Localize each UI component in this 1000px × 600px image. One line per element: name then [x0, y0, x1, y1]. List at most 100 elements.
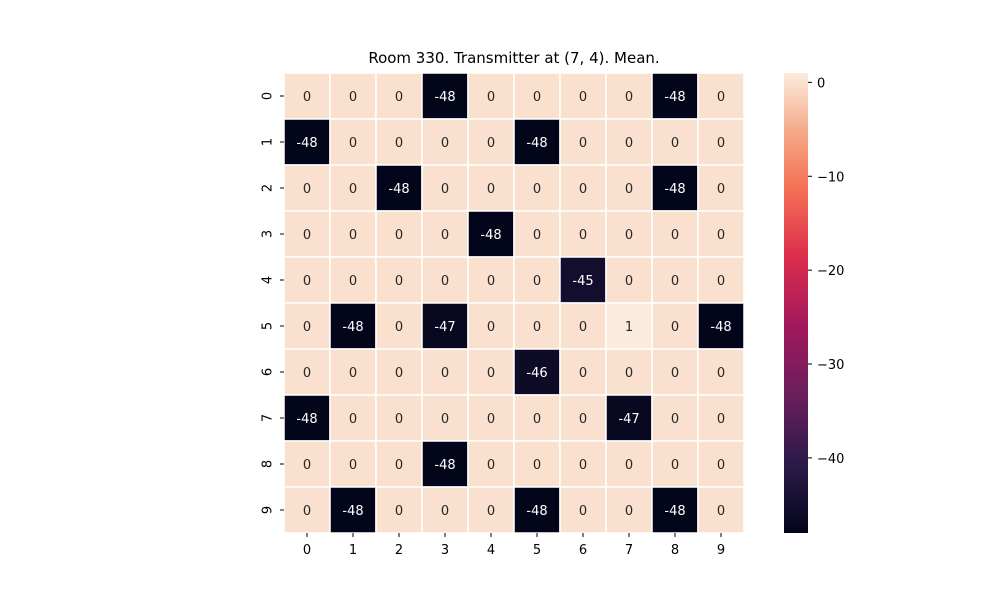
heatmap-cell — [559, 348, 607, 396]
colorbar-tick-label: 0 — [817, 76, 825, 91]
cell-label: -48 — [342, 320, 363, 335]
cell-label: 0 — [625, 274, 633, 289]
y-axis: 0 1 2 3 4 5 6 7 8 9 — [261, 92, 284, 514]
x-tick-label: 7 — [625, 543, 633, 558]
cell-label: 0 — [579, 90, 587, 105]
heatmap-cell — [559, 118, 607, 166]
heatmap-cell — [651, 256, 699, 304]
cell-label: 0 — [395, 320, 403, 335]
y-tick-label: 4 — [261, 276, 276, 284]
heatmap-cell — [697, 394, 745, 442]
cell-label: 0 — [717, 366, 725, 381]
heatmap-cell — [375, 302, 423, 350]
heatmap-cell — [467, 256, 515, 304]
heatmap-cell — [283, 348, 331, 396]
x-tick-label: 1 — [349, 543, 357, 558]
cell-label: 0 — [717, 90, 725, 105]
heatmap-cell — [283, 486, 331, 534]
cell-label: 0 — [395, 366, 403, 381]
heatmap-cell — [329, 394, 377, 442]
heatmap-cell — [697, 256, 745, 304]
heatmap-cell — [513, 72, 561, 120]
cell-label: 0 — [625, 504, 633, 519]
y-tick-label: 9 — [261, 506, 276, 514]
heatmap-cell — [605, 256, 653, 304]
cell-label: 0 — [395, 458, 403, 473]
heatmap-cell — [559, 440, 607, 488]
heatmap-cell — [421, 302, 469, 350]
cell-label: -48 — [296, 136, 317, 151]
heatmap-cell — [513, 348, 561, 396]
cell-label: 0 — [671, 412, 679, 427]
y-tick-label: 2 — [261, 184, 276, 192]
heatmap-cell — [651, 118, 699, 166]
cell-label: 0 — [625, 458, 633, 473]
cell-label: 0 — [349, 274, 357, 289]
cell-label: -48 — [664, 182, 685, 197]
heatmap-cell — [651, 348, 699, 396]
heatmap-cell — [329, 440, 377, 488]
x-tick-label: 8 — [671, 543, 679, 558]
heatmap-cell — [421, 394, 469, 442]
heatmap-cell — [697, 440, 745, 488]
cell-label: -48 — [434, 458, 455, 473]
cell-label: 0 — [441, 412, 449, 427]
heatmap-cell — [651, 302, 699, 350]
cell-label: 0 — [349, 136, 357, 151]
x-tick-label: 9 — [717, 543, 725, 558]
cell-label: 0 — [303, 274, 311, 289]
cell-label: 0 — [671, 274, 679, 289]
heatmap-cell — [329, 256, 377, 304]
heatmap-cell — [651, 440, 699, 488]
cell-label: 0 — [487, 366, 495, 381]
cell-label: 0 — [533, 458, 541, 473]
cell-label: -47 — [434, 320, 455, 335]
heatmap-cell — [421, 348, 469, 396]
cell-label: 0 — [441, 366, 449, 381]
cell-label: 0 — [717, 274, 725, 289]
cell-label: 0 — [303, 320, 311, 335]
cell-label: 0 — [533, 274, 541, 289]
heatmap-cell — [513, 302, 561, 350]
x-axis: 0 1 2 3 4 5 6 7 8 9 — [303, 533, 725, 558]
cell-label: 0 — [625, 182, 633, 197]
cell-label: -48 — [388, 182, 409, 197]
x-tick-label: 5 — [533, 543, 541, 558]
chart-title: Room 330. Transmitter at (7, 4). Mean. — [368, 49, 659, 67]
heatmap-cell — [421, 118, 469, 166]
cell-label: 0 — [487, 136, 495, 151]
heatmap-cell — [283, 210, 331, 258]
cell-label: 0 — [349, 228, 357, 243]
colorbar-gradient — [784, 73, 808, 533]
cell-label: -45 — [572, 274, 593, 289]
cell-label: 0 — [487, 274, 495, 289]
cell-label: 0 — [579, 136, 587, 151]
cell-label: 0 — [395, 504, 403, 519]
heatmap-cell — [329, 72, 377, 120]
cell-label: 0 — [717, 136, 725, 151]
heatmap-cell — [605, 72, 653, 120]
cell-label: -48 — [342, 504, 363, 519]
y-tick-label: 3 — [261, 230, 276, 238]
cell-label: 0 — [671, 136, 679, 151]
colorbar-tick-label: −40 — [817, 452, 844, 467]
x-tick-label: 0 — [303, 543, 311, 558]
y-tick-label: 1 — [261, 138, 276, 146]
colorbar-tick-label: −20 — [817, 264, 844, 279]
cell-label: 0 — [671, 228, 679, 243]
heatmap-cell — [283, 302, 331, 350]
colorbar-tick-label: −30 — [817, 358, 844, 373]
cell-label: -46 — [526, 366, 547, 381]
cell-label: 0 — [579, 366, 587, 381]
heatmap-cell — [697, 348, 745, 396]
cell-label: -48 — [434, 90, 455, 105]
cell-label: -47 — [618, 412, 639, 427]
cell-label: -48 — [664, 90, 685, 105]
cell-label: 0 — [625, 366, 633, 381]
cell-label: 0 — [487, 182, 495, 197]
heatmap-cell — [697, 118, 745, 166]
cell-label: -48 — [526, 136, 547, 151]
x-tick-label: 3 — [441, 543, 449, 558]
y-tick-label: 7 — [261, 414, 276, 422]
heatmap-cell — [467, 394, 515, 442]
